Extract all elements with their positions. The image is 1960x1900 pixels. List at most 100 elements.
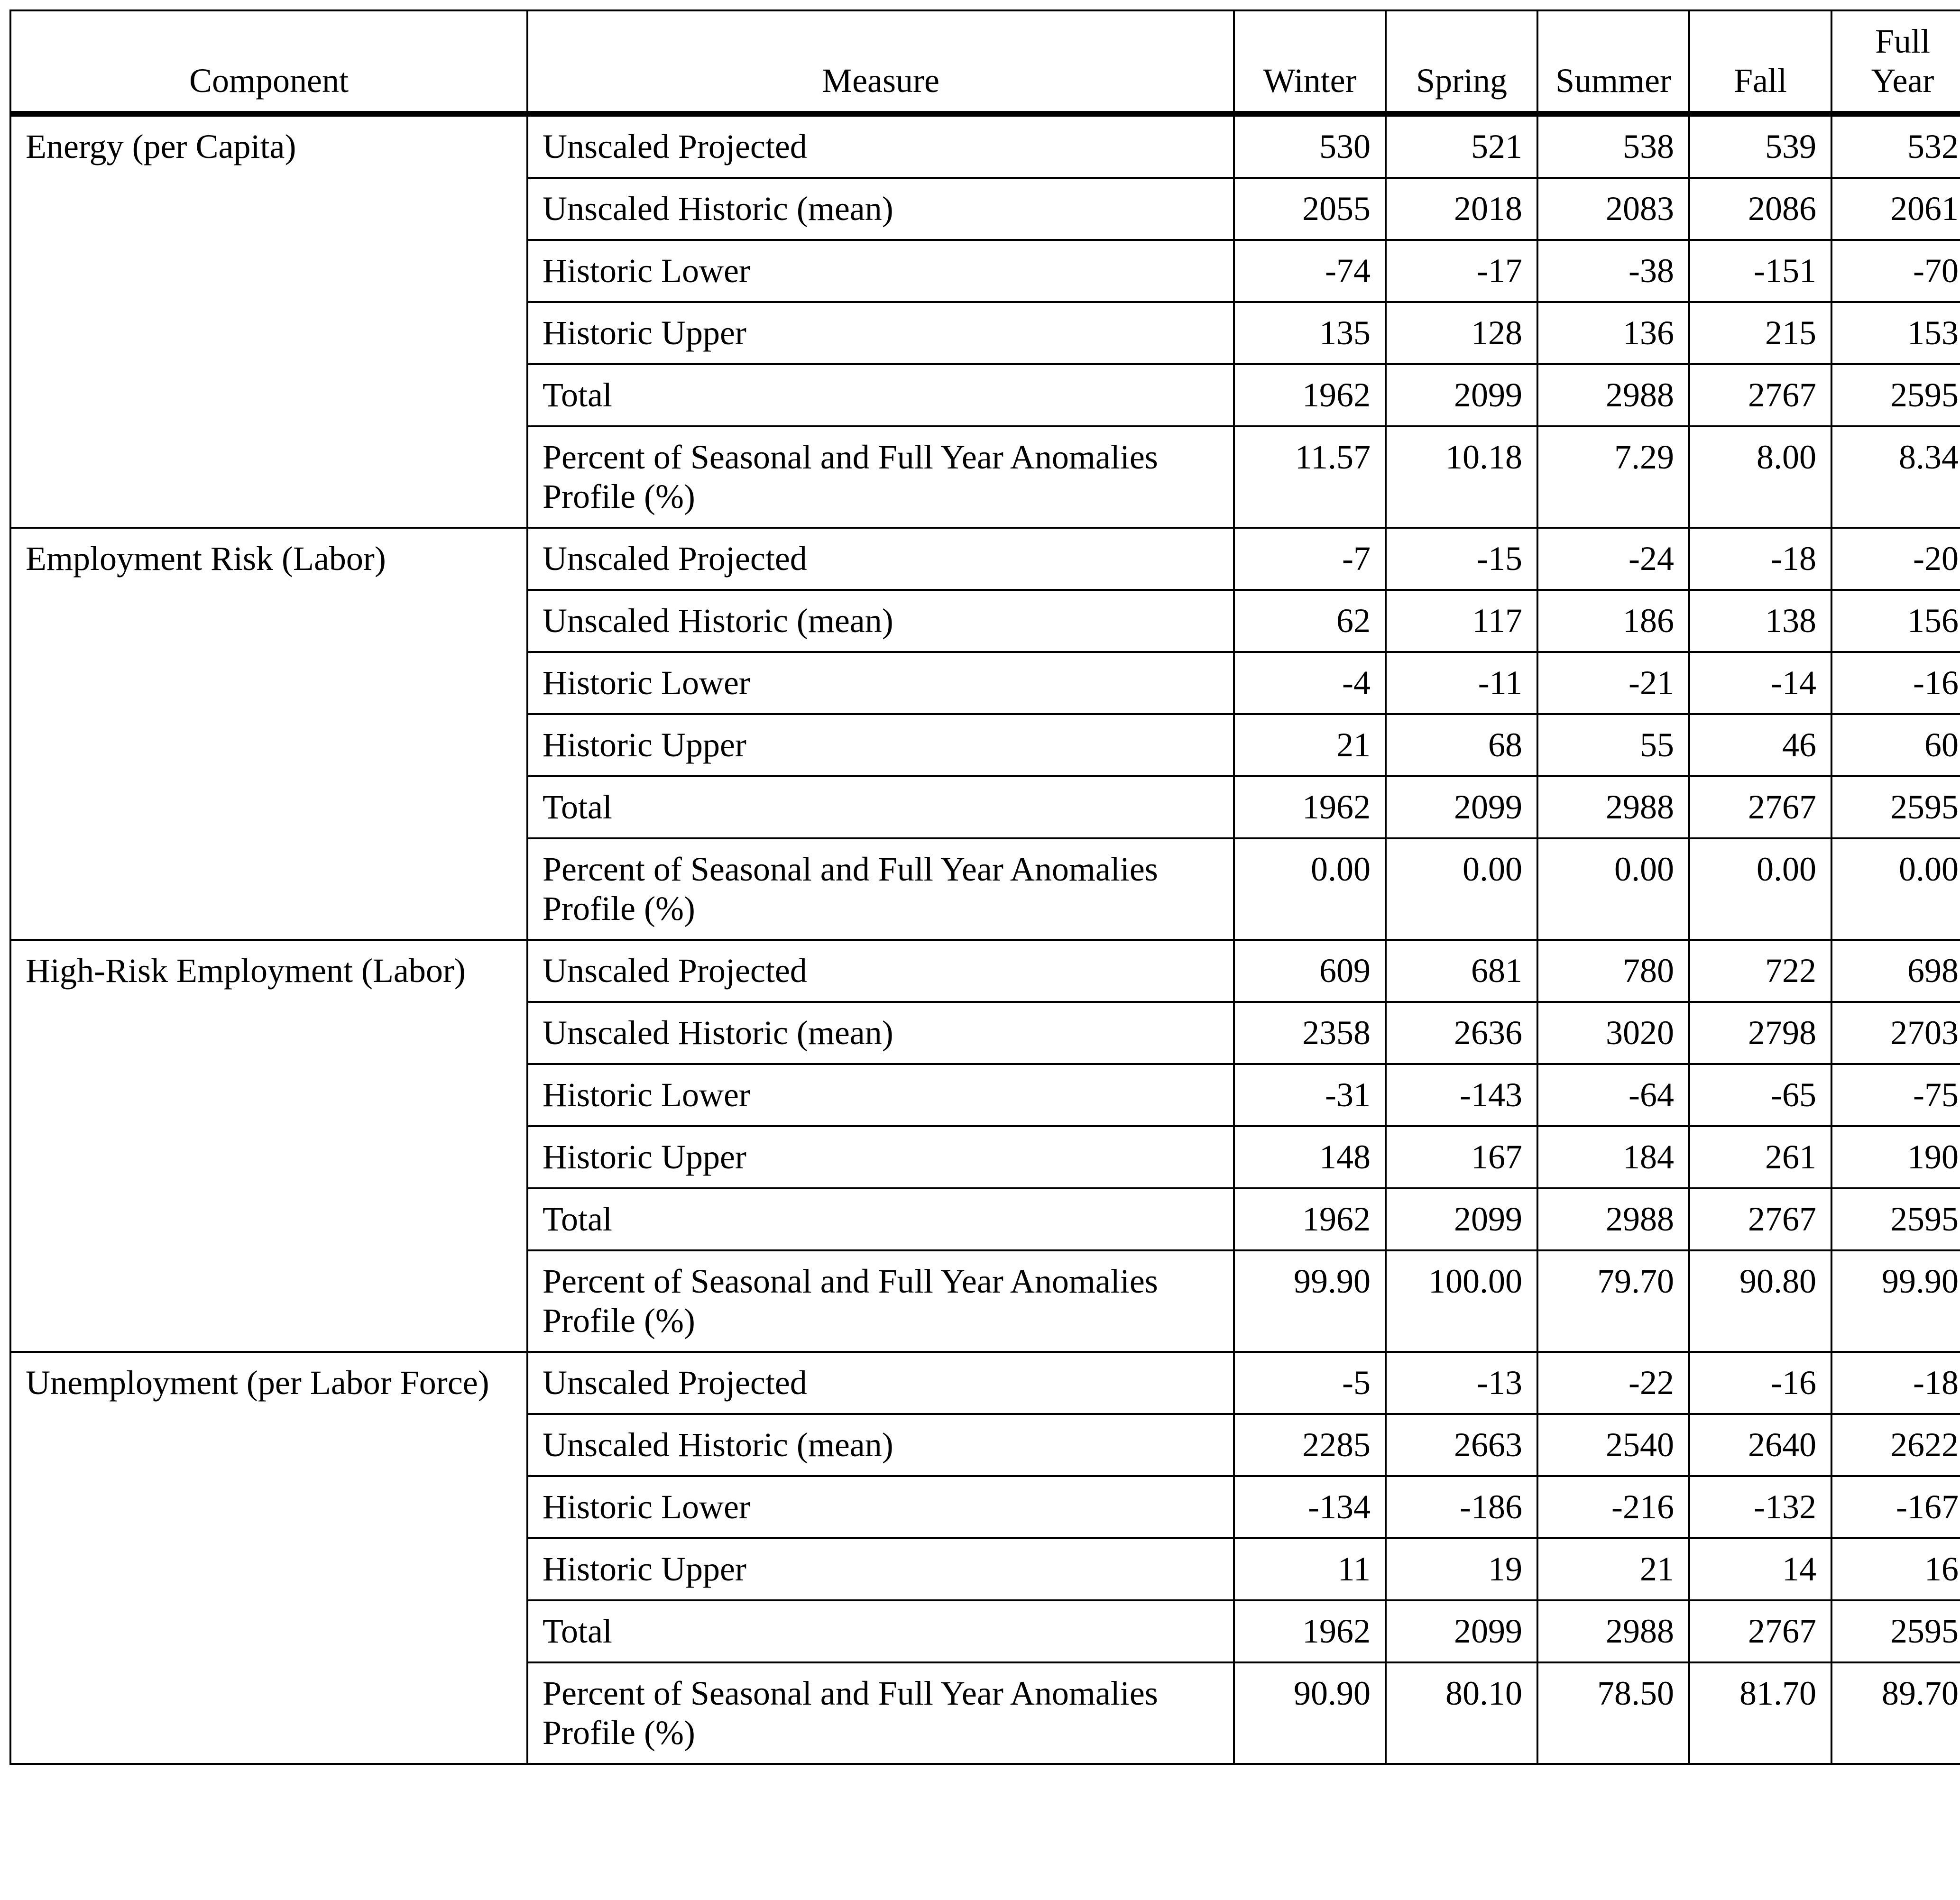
value-cell: 2767 [1689,364,1831,426]
measure-cell: Historic Lower [527,240,1234,302]
value-cell: 2061 [1831,178,1960,240]
col-header-fall: Fall [1689,10,1831,114]
value-cell: 11 [1234,1538,1386,1600]
value-cell: 81.70 [1689,1662,1831,1764]
value-cell: 2767 [1689,1188,1831,1250]
value-cell: 538 [1537,114,1689,178]
value-cell: -13 [1386,1352,1537,1414]
value-cell: -16 [1689,1352,1831,1414]
value-cell: 99.90 [1831,1250,1960,1352]
value-cell: 698 [1831,940,1960,1002]
value-cell: 2640 [1689,1414,1831,1476]
value-cell: 2988 [1537,776,1689,838]
value-cell: -64 [1537,1064,1689,1126]
value-cell: 55 [1537,714,1689,776]
value-cell: 215 [1689,302,1831,364]
value-cell: 609 [1234,940,1386,1002]
value-cell: 99.90 [1234,1250,1386,1352]
value-cell: 8.00 [1689,426,1831,528]
value-cell: 780 [1537,940,1689,1002]
measure-cell: Total [527,364,1234,426]
value-cell: 79.70 [1537,1250,1689,1352]
value-cell: 68 [1386,714,1537,776]
value-cell: -186 [1386,1476,1537,1538]
value-cell: -21 [1537,652,1689,714]
value-cell: 80.10 [1386,1662,1537,1764]
table-row: Unemployment (per Labor Force)Unscaled P… [10,1352,1960,1414]
value-cell: -7 [1234,528,1386,590]
value-cell: 10.18 [1386,426,1537,528]
measure-cell: Unscaled Projected [527,1352,1234,1414]
value-cell: 89.70 [1831,1662,1960,1764]
value-cell: 153 [1831,302,1960,364]
value-cell: 128 [1386,302,1537,364]
value-cell: -167 [1831,1476,1960,1538]
component-cell: Employment Risk (Labor) [10,528,527,940]
value-cell: 90.80 [1689,1250,1831,1352]
value-cell: 1962 [1234,364,1386,426]
value-cell: 2083 [1537,178,1689,240]
measure-cell: Percent of Seasonal and Full Year Anomal… [527,838,1234,940]
table-row: High-Risk Employment (Labor)Unscaled Pro… [10,940,1960,1002]
value-cell: 184 [1537,1126,1689,1188]
measure-cell: Unscaled Projected [527,528,1234,590]
measure-cell: Historic Upper [527,1126,1234,1188]
header-row: Component Measure Winter Spring Summer F… [10,10,1960,114]
value-cell: -14 [1689,652,1831,714]
value-cell: 681 [1386,940,1537,1002]
measure-cell: Unscaled Historic (mean) [527,590,1234,652]
value-cell: 16 [1831,1538,1960,1600]
measure-cell: Total [527,776,1234,838]
value-cell: 19 [1386,1538,1537,1600]
col-header-winter: Winter [1234,10,1386,114]
value-cell: 2988 [1537,1600,1689,1662]
value-cell: 2595 [1831,1188,1960,1250]
value-cell: 261 [1689,1126,1831,1188]
component-cell: Unemployment (per Labor Force) [10,1352,527,1764]
value-cell: 2988 [1537,364,1689,426]
component-cell: High-Risk Employment (Labor) [10,940,527,1352]
col-header-component: Component [10,10,527,114]
value-cell: 539 [1689,114,1831,178]
value-cell: 2595 [1831,1600,1960,1662]
col-header-spring: Spring [1386,10,1537,114]
value-cell: 2767 [1689,1600,1831,1662]
value-cell: 8.34 [1831,426,1960,528]
value-cell: 186 [1537,590,1689,652]
value-cell: 532 [1831,114,1960,178]
measure-cell: Historic Upper [527,714,1234,776]
value-cell: -18 [1689,528,1831,590]
col-header-summer: Summer [1537,10,1689,114]
value-cell: 2099 [1386,364,1537,426]
measure-cell: Unscaled Historic (mean) [527,1414,1234,1476]
measure-cell: Percent of Seasonal and Full Year Anomal… [527,1662,1234,1764]
value-cell: 100.00 [1386,1250,1537,1352]
measure-cell: Historic Lower [527,652,1234,714]
value-cell: -4 [1234,652,1386,714]
value-cell: 190 [1831,1126,1960,1188]
value-cell: 1962 [1234,1600,1386,1662]
measure-cell: Unscaled Historic (mean) [527,1002,1234,1064]
value-cell: 1962 [1234,1188,1386,1250]
measure-cell: Historic Lower [527,1064,1234,1126]
value-cell: 78.50 [1537,1662,1689,1764]
component-cell: Energy (per Capita) [10,114,527,528]
value-cell: 2099 [1386,776,1537,838]
value-cell: 530 [1234,114,1386,178]
value-cell: -151 [1689,240,1831,302]
value-cell: 2767 [1689,776,1831,838]
value-cell: 2055 [1234,178,1386,240]
value-cell: 167 [1386,1126,1537,1188]
value-cell: 2358 [1234,1002,1386,1064]
measure-cell: Percent of Seasonal and Full Year Anomal… [527,1250,1234,1352]
value-cell: 2285 [1234,1414,1386,1476]
value-cell: -143 [1386,1064,1537,1126]
value-cell: 2798 [1689,1002,1831,1064]
value-cell: -11 [1386,652,1537,714]
value-cell: 62 [1234,590,1386,652]
value-cell: 2663 [1386,1414,1537,1476]
value-cell: -31 [1234,1064,1386,1126]
value-cell: 0.00 [1831,838,1960,940]
table-row: Energy (per Capita)Unscaled Projected530… [10,114,1960,178]
value-cell: 2622 [1831,1414,1960,1476]
